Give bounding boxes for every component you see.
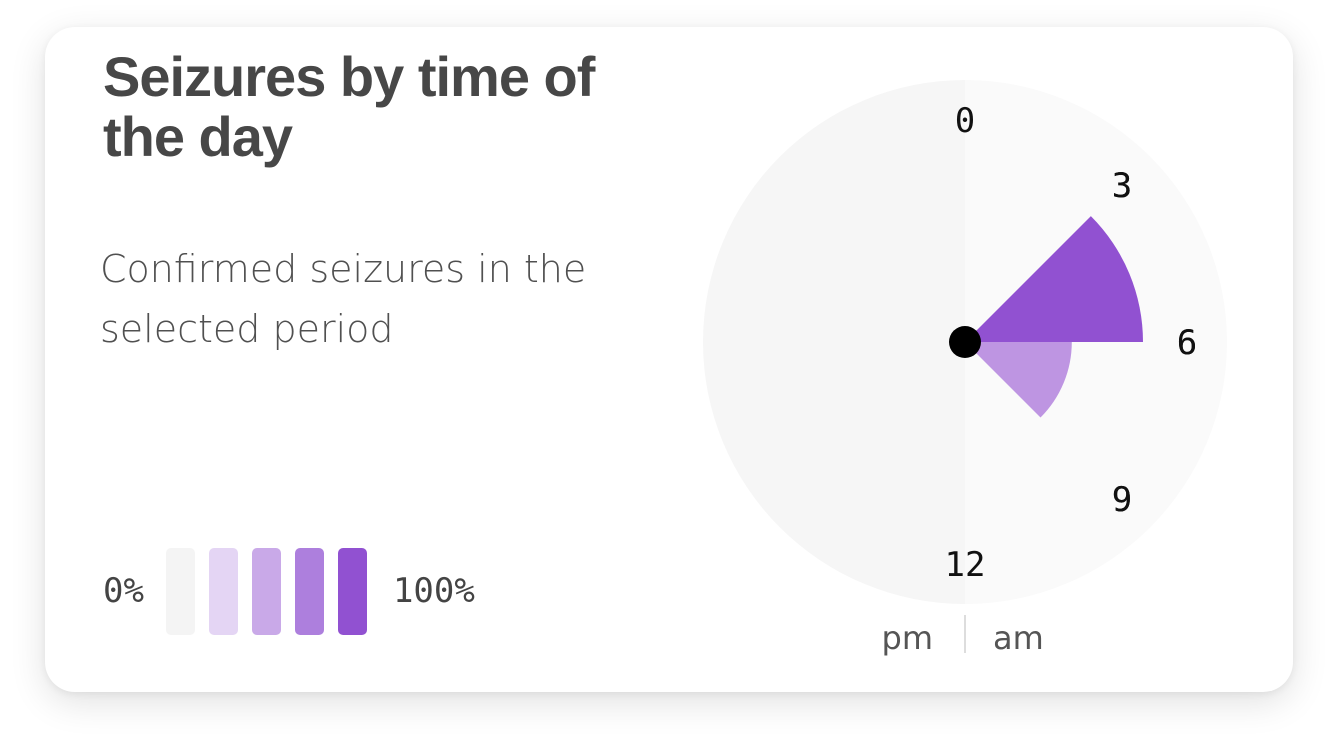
legend-swatch-5 [337, 547, 367, 635]
legend-swatch-1 [165, 547, 195, 635]
chart-subtitle: Confirmed seizures in the selected perio… [100, 247, 587, 351]
am-label: am [993, 619, 1044, 657]
clock-center-dot [949, 326, 981, 358]
sector-layer [965, 216, 1143, 418]
dial-pm-half [703, 80, 965, 604]
hour-label-am-0: 0 [955, 101, 975, 141]
legend-min-label: 0% [103, 571, 144, 611]
legend-swatch-3 [251, 547, 281, 635]
hour-label-am-6: 6 [1177, 323, 1197, 363]
pm-label: pm [882, 619, 933, 657]
hour-label-pm-9: 9 [1112, 480, 1132, 520]
hour-label-am-9: 9 [1112, 480, 1132, 520]
legend-swatch-2 [208, 547, 238, 635]
hour-label-pm-6: 6 [1177, 323, 1197, 363]
hour-label-pm-3: 3 [1112, 166, 1132, 206]
legend-max-label: 100% [392, 571, 475, 611]
hour-label-am-3: 3 [1112, 166, 1132, 206]
legend-swatch-4 [294, 547, 324, 635]
color-scale-legend: 0% 100% [103, 547, 475, 635]
hour-label-pm-12: 12 [945, 545, 986, 585]
chart-title: Seizures by time of the day [103, 45, 595, 168]
sector-am-6-9 [965, 342, 1072, 418]
sector-am-3-6 [965, 216, 1143, 342]
legend-swatches [165, 547, 367, 635]
